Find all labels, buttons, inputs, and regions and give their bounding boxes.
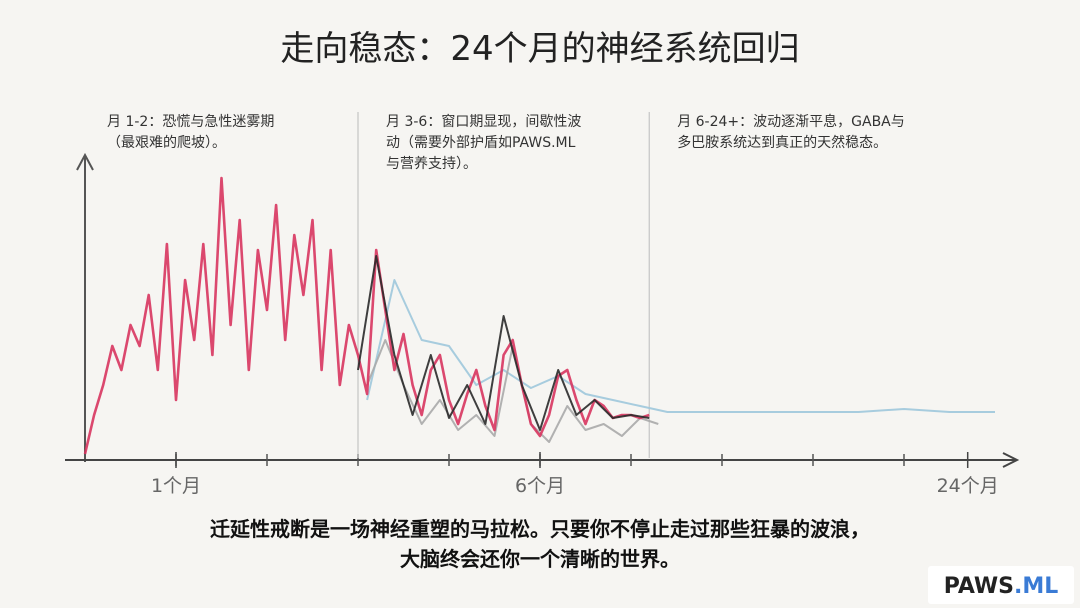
x-axis-arrow [1002, 452, 1020, 468]
phase-annotation: 月 1-2：恐慌与急性迷雾期 [107, 114, 274, 130]
x-tick-label: 6个月 [515, 475, 565, 497]
chart-title: 走向稳态：24个月的神经系统回归 [280, 29, 799, 69]
brand-part: PAWS [944, 574, 1014, 599]
caption: 大脑终会还你一个清晰的世界。 [400, 547, 680, 571]
x-tick-label: 24个月 [937, 475, 999, 497]
brand-box [928, 566, 1074, 604]
phase-annotation: 动（需要外部护盾如PAWS.ML [386, 135, 576, 151]
series-line [357, 255, 650, 431]
phase-annotation: （最艰难的爬坡）。 [107, 135, 226, 151]
series-line [366, 339, 659, 443]
series-line [83, 176, 650, 455]
series-line [366, 279, 995, 413]
phase-annotation: 月 3-6：窗口期显现，间歇性波 [386, 113, 581, 130]
brand: PAWS.ML [944, 574, 1059, 599]
x-tick-label: 1个月 [151, 475, 201, 497]
brand-part: .ML [1014, 574, 1058, 599]
phase-annotation: 与营养支持）。 [386, 156, 477, 172]
caption: 迁延性戒断是一场神经重塑的马拉松。只要你不停止走过那些狂暴的波浪， [210, 517, 870, 541]
phase-annotation: 多巴胺系统达到真正的天然稳态。 [677, 134, 887, 151]
y-axis-arrow [76, 152, 94, 171]
phase-annotation: 月 6-24+：波动逐渐平息，GABA与 [677, 113, 905, 130]
